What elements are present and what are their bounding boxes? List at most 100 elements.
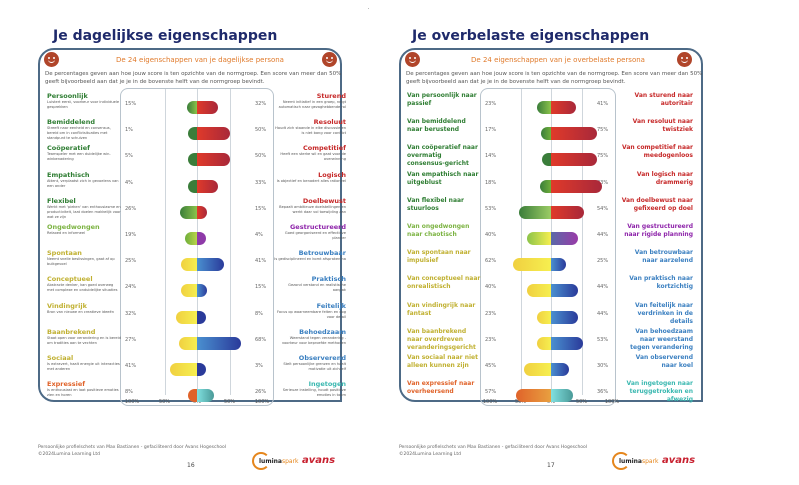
left-percentage: 53% bbox=[485, 205, 497, 212]
trait-description: Bepaalt ambitieuze doelstellingen en wer… bbox=[279, 204, 346, 214]
trait-name: Van gestructureerd naar rigide planning bbox=[624, 223, 693, 238]
trait-name: Empathisch bbox=[47, 170, 90, 179]
left-bar bbox=[188, 153, 197, 167]
trait-name: Bemiddelend bbox=[47, 118, 95, 127]
trait-chart: 100%50%0%50%100%15%32%1%50%5%50%4%33%26%… bbox=[120, 88, 274, 406]
left-bar bbox=[513, 258, 551, 272]
trait-name: Flexibel bbox=[47, 196, 76, 205]
left-percentage: 57% bbox=[485, 389, 497, 396]
left-percentage: 14% bbox=[485, 153, 497, 160]
trait-description: Abstracte denker, kan goed overweg met c… bbox=[47, 283, 118, 293]
left-percentage: 24% bbox=[125, 284, 137, 291]
trait-name: Ongedwongen bbox=[47, 223, 100, 231]
right-bar bbox=[551, 336, 584, 350]
trait-description: Weerstand tegen verandering - voorkeur v… bbox=[281, 335, 346, 345]
trait-description: Gezond verstand en realistische aanpak bbox=[288, 283, 346, 293]
content-frame bbox=[38, 48, 342, 402]
right-percentage: 4% bbox=[255, 232, 263, 238]
trait-left-label: Van ongedwongen naar chaotisch bbox=[407, 223, 481, 239]
trait-left-label: Van vindingrijk naar fantast bbox=[407, 302, 481, 318]
trait-name: Van sturend naar autoritair bbox=[634, 92, 693, 107]
right-bar bbox=[197, 101, 218, 114]
trait-description: Streeft naar eenheid en consensus, berei… bbox=[47, 126, 111, 141]
trait-name: Van praktisch naar kortzichtig bbox=[629, 275, 693, 291]
section-description: De percentages geven aan hoe jouw score … bbox=[45, 71, 342, 85]
trait-left-label: Conceptueel Abstracte denker, kan goed ov… bbox=[47, 275, 121, 293]
left-bar bbox=[188, 389, 197, 403]
left-bar bbox=[536, 310, 551, 324]
trait-description: Heeft een sterke wil en gaat voor de ove… bbox=[280, 152, 346, 162]
trait-right-label: Betrouwbaar Is gedisciplineerd en komt af… bbox=[274, 249, 346, 262]
left-bar bbox=[180, 205, 197, 219]
trait-name: Doelbewust bbox=[302, 196, 346, 205]
trait-left-label: Van sociaal naar niet alleen kunnen zijn bbox=[407, 354, 481, 370]
left-bar bbox=[188, 127, 197, 141]
x-tick-label: 50% bbox=[158, 399, 171, 405]
smiley-icon bbox=[322, 52, 337, 67]
trait-name: Van persoonlijk naar passief bbox=[407, 92, 477, 107]
right-bar bbox=[551, 153, 597, 167]
avans-logo: avans bbox=[302, 455, 336, 466]
left-percentage: 23% bbox=[485, 310, 497, 317]
trait-left-label: Spontaan Neemt snelle beslissingen, gaat … bbox=[47, 249, 121, 267]
trait-chart: 100%50%0%50%100%23%41%17%75%14%75%18%83%… bbox=[480, 88, 619, 406]
trait-right-label: Van sturend naar autoritair bbox=[621, 92, 693, 108]
trait-description: Neemt snelle beslissingen, gaat af op bu… bbox=[47, 257, 115, 267]
logo-lumina-text: lumina bbox=[259, 458, 282, 465]
trait-right-label: Sturend Neemt initiatief in een groep, ne… bbox=[274, 92, 346, 110]
trait-name: Van sociaal naar niet alleen kunnen zijn bbox=[407, 354, 478, 369]
gridline bbox=[520, 89, 522, 395]
trait-left-label: Flexibel Werkt met 'pieken' van enthousia… bbox=[47, 197, 121, 220]
right-percentage: 36% bbox=[597, 389, 609, 396]
x-tick-label: 100% bbox=[254, 399, 270, 405]
trait-name: Van expressief naar overheersend bbox=[407, 380, 475, 396]
trait-name: Van vindingrijk naar fantast bbox=[407, 301, 476, 317]
page-number: 16 bbox=[187, 462, 195, 469]
right-bar bbox=[197, 310, 206, 324]
trait-right-label: Van gestructureerd naar rigide planning bbox=[621, 223, 693, 239]
right-percentage: 15% bbox=[255, 205, 267, 212]
trait-name: Van flexibel naar stuurloos bbox=[407, 196, 465, 212]
trait-name: Van spontaan naar impulsief bbox=[407, 249, 471, 265]
trait-name: Van baanbrekend naar overdreven verander… bbox=[407, 327, 476, 351]
trait-name: Ingetogen bbox=[308, 380, 346, 389]
trait-right-label: Van observerend naar koel bbox=[621, 354, 693, 370]
footer-line-2: ©2024Lumina Learning Ltd bbox=[399, 452, 462, 457]
left-bar bbox=[170, 363, 197, 376]
left-bar bbox=[187, 101, 197, 114]
left-bar bbox=[526, 284, 551, 298]
trait-name: Van bemiddelend naar berustend bbox=[407, 118, 466, 134]
left-bar bbox=[536, 336, 551, 350]
left-bar bbox=[542, 153, 551, 167]
right-percentage: 41% bbox=[597, 101, 609, 107]
right-bar bbox=[197, 284, 207, 298]
right-percentage: 30% bbox=[597, 363, 609, 369]
trait-name: Baanbrekend bbox=[47, 327, 96, 336]
trait-left-label: Van empathisch naar uitgeblust bbox=[407, 171, 481, 187]
trait-description: Bron van nieuwe en creatieve ideeën bbox=[47, 309, 114, 314]
right-percentage: 8% bbox=[255, 310, 263, 317]
right-bar bbox=[551, 284, 578, 298]
right-percentage: 53% bbox=[597, 336, 609, 343]
right-bar bbox=[197, 258, 224, 272]
right-bar bbox=[197, 232, 206, 245]
trait-right-label: Observerend Stelt persoonlijke grenzen en… bbox=[274, 354, 346, 372]
footer-line-1: Persoonlijke profielschets van Max Basti… bbox=[399, 445, 588, 450]
trait-description: Staat open voor verandering en is bereid… bbox=[47, 335, 121, 345]
section-subtitle: De 24 eigenschappen van je overbelaste p… bbox=[471, 56, 645, 64]
page-title: Je dagelijkse eigenschappen bbox=[53, 28, 278, 44]
left-bar bbox=[176, 310, 197, 324]
trait-left-label: Ongedwongen Relaxed en informeel bbox=[47, 223, 121, 236]
left-percentage: 4% bbox=[125, 179, 133, 186]
trait-name: Van feitelijk naar verdrinken in de deta… bbox=[635, 301, 693, 325]
left-bar bbox=[516, 389, 551, 403]
gridline bbox=[581, 89, 583, 395]
left-percentage: 26% bbox=[125, 205, 137, 212]
right-percentage: 75% bbox=[597, 127, 609, 134]
trait-name: Van ingetogen naar teruggetrokken en afw… bbox=[626, 380, 693, 404]
right-bar bbox=[551, 205, 584, 219]
trait-left-label: Van bemiddelend naar berustend bbox=[407, 118, 481, 134]
section-subtitle: De 24 eigenschappen van je dagelijkse pe… bbox=[116, 56, 284, 64]
trait-name: Conceptueel bbox=[47, 275, 93, 284]
right-bar bbox=[551, 363, 570, 376]
